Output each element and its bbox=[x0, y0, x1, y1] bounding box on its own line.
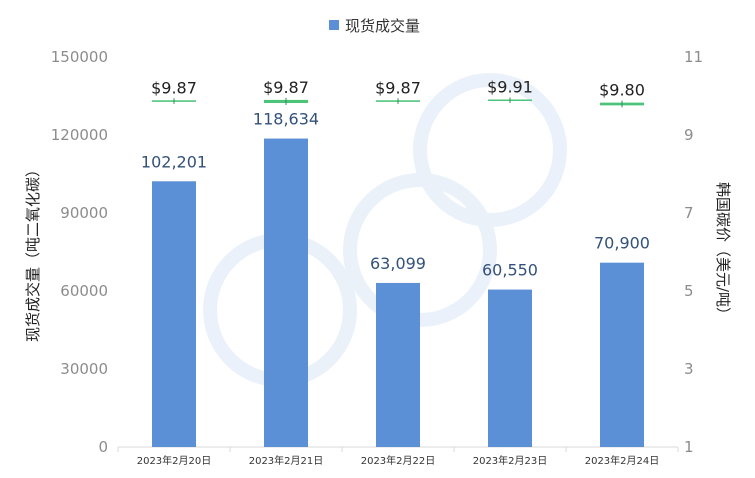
price-data-label: $9.80 bbox=[599, 81, 645, 100]
volume-bar bbox=[264, 138, 308, 447]
volume-data-label: 70,900 bbox=[594, 234, 650, 253]
volume-bar bbox=[488, 289, 532, 447]
price-data-label: $9.91 bbox=[487, 78, 533, 97]
volume-data-label: 63,099 bbox=[370, 254, 426, 273]
volume-data-label: 60,550 bbox=[482, 261, 538, 280]
y-left-tick-label: 120000 bbox=[51, 126, 108, 144]
y-right-tick-label: 1 bbox=[684, 438, 694, 456]
x-axis-ticks: 2023年2月20日 2023年2月21日 2023年2月22日 2023年2月23日… bbox=[117, 447, 679, 467]
y-right-tick-label: 7 bbox=[684, 204, 694, 222]
legend-label: 现货成交量 bbox=[345, 17, 420, 35]
legend-swatch bbox=[329, 20, 339, 30]
left-axis-ticks: 0 30000 60000 90000 120000 150000 bbox=[51, 48, 108, 456]
price-data-label: $9.87 bbox=[151, 78, 197, 97]
right-axis-ticks: 1 3 5 7 9 11 bbox=[684, 48, 703, 456]
volume-bar bbox=[376, 282, 420, 447]
y-left-tick-label: 150000 bbox=[51, 48, 108, 66]
price-data-label: $9.87 bbox=[263, 78, 309, 97]
y-left-tick-label: 90000 bbox=[60, 204, 108, 222]
price-data-label: $9.87 bbox=[375, 78, 421, 97]
y-right-tick-label: 9 bbox=[684, 126, 694, 144]
x-tick-label: 2023年2月23日 bbox=[473, 454, 548, 467]
x-tick-label: 2023年2月22日 bbox=[361, 454, 436, 467]
volume-data-label: 102,201 bbox=[141, 152, 207, 171]
y-right-tick-label: 11 bbox=[684, 48, 703, 66]
volume-bar bbox=[600, 262, 644, 447]
x-tick-label: 2023年2月20日 bbox=[137, 454, 212, 467]
y-left-tick-label: 60000 bbox=[60, 282, 108, 300]
volume-data-label: 118,634 bbox=[253, 110, 319, 129]
y-right-tick-label: 5 bbox=[684, 282, 694, 300]
y-axis-right-title: 韩国碳价（美元/吨） bbox=[714, 182, 732, 322]
legend: 现货成交量 bbox=[329, 17, 420, 35]
y-right-tick-label: 3 bbox=[684, 360, 694, 378]
bar-series bbox=[152, 138, 644, 447]
x-tick-label: 2023年2月21日 bbox=[249, 454, 324, 467]
y-axis-left-title: 现货成交量（吨二氧化碳） bbox=[24, 162, 42, 342]
y-left-tick-label: 30000 bbox=[60, 360, 108, 378]
volume-bar bbox=[152, 181, 196, 447]
price-series: $9.87 $9.87 $9.87 $9.91 $9.80 bbox=[151, 78, 645, 108]
x-tick-label: 2023年2月24日 bbox=[585, 454, 660, 467]
bar-value-labels: 102,201 118,634 63,099 60,550 70,900 bbox=[141, 110, 650, 280]
y-left-tick-label: 0 bbox=[98, 438, 108, 456]
